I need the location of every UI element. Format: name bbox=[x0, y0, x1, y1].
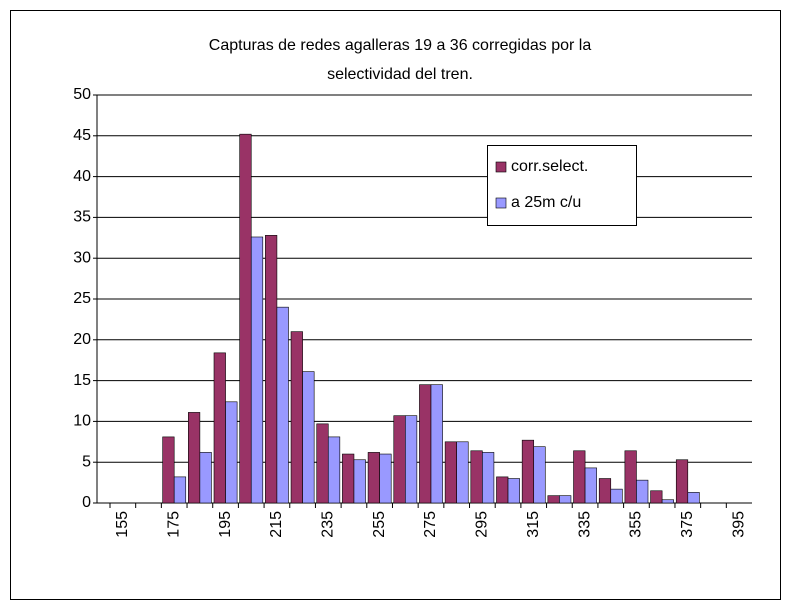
bar bbox=[290, 331, 303, 504]
bar bbox=[456, 441, 469, 504]
bar bbox=[342, 453, 355, 504]
x-tick-label: 295 bbox=[474, 511, 491, 538]
bar bbox=[316, 423, 329, 504]
bar bbox=[470, 450, 483, 504]
bar bbox=[521, 439, 535, 504]
bar bbox=[353, 459, 366, 504]
chart-title: selectividad del tren. bbox=[327, 66, 473, 83]
bar bbox=[444, 441, 457, 504]
y-tick-label: 10 bbox=[73, 413, 91, 430]
bar bbox=[367, 452, 380, 504]
bar bbox=[379, 453, 392, 504]
chart-title: Capturas de redes agalleras 19 a 36 corr… bbox=[209, 37, 592, 54]
x-tick-label: 335 bbox=[576, 511, 593, 538]
y-tick-label: 5 bbox=[82, 453, 91, 470]
legend-swatch bbox=[495, 197, 507, 209]
bar bbox=[393, 415, 406, 504]
bar bbox=[239, 133, 252, 504]
bar bbox=[430, 384, 443, 504]
bar bbox=[547, 495, 560, 504]
bar bbox=[213, 352, 226, 504]
bar bbox=[173, 476, 187, 504]
bar bbox=[250, 236, 264, 504]
x-tick-label: 155 bbox=[114, 511, 131, 538]
bar bbox=[584, 467, 597, 504]
bar bbox=[405, 415, 418, 504]
bar bbox=[573, 450, 586, 504]
legend-label: corr.select. bbox=[511, 158, 588, 175]
y-tick-label: 15 bbox=[73, 372, 91, 389]
x-tick-label: 315 bbox=[525, 511, 542, 538]
x-tick-label: 195 bbox=[217, 511, 234, 538]
x-tick-label: 355 bbox=[628, 511, 645, 538]
bar bbox=[276, 306, 289, 504]
bar bbox=[661, 499, 674, 504]
y-tick-label: 45 bbox=[73, 127, 91, 144]
legend-swatch bbox=[495, 161, 507, 173]
x-tick-label: 375 bbox=[679, 511, 696, 538]
x-tick-label: 175 bbox=[165, 511, 182, 538]
bar bbox=[225, 401, 238, 504]
y-tick-label: 20 bbox=[73, 331, 91, 348]
x-tick-label: 255 bbox=[371, 511, 388, 538]
y-tick-label: 25 bbox=[73, 290, 91, 307]
bar bbox=[650, 490, 663, 504]
bar bbox=[482, 452, 495, 504]
x-tick-label: 235 bbox=[319, 511, 336, 538]
bar bbox=[199, 452, 212, 504]
legend-label: a 25m c/u bbox=[511, 194, 581, 211]
bar bbox=[162, 436, 175, 504]
bar bbox=[675, 459, 689, 504]
bar bbox=[302, 371, 315, 504]
bar bbox=[507, 478, 520, 504]
bar bbox=[496, 476, 509, 504]
y-tick-label: 40 bbox=[73, 168, 91, 185]
bar bbox=[533, 446, 546, 504]
x-tick-label: 395 bbox=[730, 511, 747, 538]
bar bbox=[559, 495, 572, 504]
bar bbox=[265, 235, 278, 504]
x-tick-label: 275 bbox=[422, 511, 439, 538]
bar bbox=[598, 478, 612, 504]
legend-box bbox=[487, 145, 637, 226]
y-tick-label: 35 bbox=[73, 209, 91, 226]
bar bbox=[327, 436, 341, 504]
y-tick-label: 0 bbox=[82, 494, 91, 511]
y-tick-label: 30 bbox=[73, 249, 91, 266]
bar bbox=[610, 488, 623, 504]
bar bbox=[624, 450, 637, 504]
bar bbox=[636, 479, 649, 504]
y-tick-label: 50 bbox=[73, 86, 91, 103]
bar bbox=[419, 384, 432, 504]
bar bbox=[188, 412, 201, 504]
bar bbox=[687, 492, 700, 504]
x-tick-label: 215 bbox=[268, 511, 285, 538]
